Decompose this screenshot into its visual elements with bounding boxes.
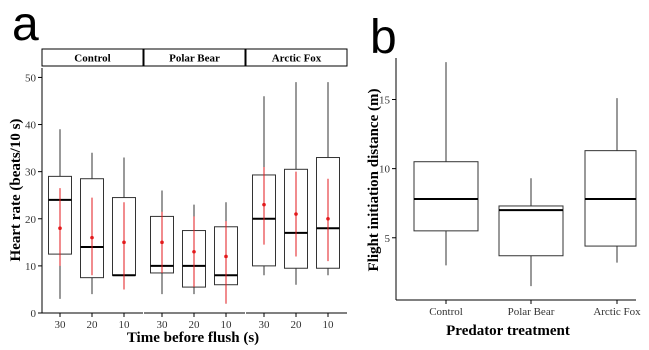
facet-label-arctic-fox: Arctic Fox — [272, 53, 322, 65]
box-arctic-fox — [584, 98, 637, 263]
panel-a-x-tick-label: 30 — [55, 319, 67, 331]
iqr-box — [498, 205, 564, 257]
iqr-box — [284, 168, 308, 269]
facet-strip-control — [41, 48, 144, 67]
panel-a-y-tick-label: 10 — [25, 261, 37, 273]
panel-b-y-tick-label: 10 — [379, 164, 391, 176]
iqr-box — [80, 178, 104, 279]
box-control-10 — [112, 157, 136, 290]
mean-point — [294, 212, 298, 216]
panel-b-plot: 5 10 15 Control Polar Bear Arctic Fox — [379, 58, 641, 318]
panel-a-plot: 0 10 20 30 40 50 Control 30 20 10 Polar Bear 30 20 10… — [25, 48, 348, 331]
panel-b-y-axis-title: Flight initiation distance (m) — [366, 89, 382, 272]
panel-a-x-tick-label: 20 — [291, 319, 303, 331]
box-arctic-fox-20 — [284, 82, 308, 285]
mean-point — [122, 240, 126, 245]
panel-a-y-tick-label: 30 — [25, 167, 37, 179]
panel-a-letter: a — [12, 0, 39, 51]
box-control-30 — [48, 129, 72, 299]
mean-point — [326, 216, 330, 221]
mean-point — [192, 249, 196, 254]
panel-b-x-tick-label: Control — [429, 306, 463, 318]
panel-a-y-tick-label: 0 — [31, 308, 37, 320]
mean-point — [160, 240, 164, 245]
panel-a-x-tick-label: 30 — [259, 319, 271, 331]
facet-label-polar-bear: Polar Bear — [169, 53, 220, 65]
panel-b-letter: b — [370, 11, 397, 64]
panel-a-x-tick-label: 30 — [157, 319, 169, 331]
box-arctic-fox-10 — [316, 82, 340, 276]
panel-a-x-tick-label: 20 — [189, 319, 201, 331]
panel-b-x-axis-title: Predator treatment — [446, 323, 570, 339]
iqr-box — [413, 161, 479, 232]
panel-a-y-tick-label: 50 — [25, 72, 37, 84]
mean-point — [224, 254, 228, 259]
panel-a-x-tick-label: 10 — [221, 319, 233, 331]
mean-point — [58, 226, 62, 230]
panel-b-y-tick-label: 15 — [379, 94, 391, 106]
iqr-box — [316, 157, 340, 269]
box-polar-bear-10 — [214, 202, 238, 304]
box-polar-bear-30 — [150, 190, 174, 295]
mean-point — [262, 202, 266, 207]
mean-point — [90, 235, 94, 240]
facet-strip-polar-bear — [143, 48, 246, 67]
facet-label-control: Control — [74, 53, 110, 65]
panel-a-y-tick-label: 40 — [25, 120, 37, 132]
panel-b-x-tick-label: Polar Bear — [508, 306, 555, 318]
box-control-20 — [80, 152, 104, 295]
box-polar-bear — [498, 178, 564, 287]
panel-a-x-axis-title: Time before flush (s) — [127, 330, 259, 346]
panel-a-y-tick-label: 20 — [25, 214, 37, 226]
box-control — [413, 62, 479, 266]
panel-a-x-tick-label: 10 — [323, 319, 335, 331]
panel-b-x-tick-label: Arctic Fox — [593, 306, 641, 318]
panel-b-y-tick-label: 5 — [385, 233, 391, 245]
panel-a-x-tick-label: 20 — [87, 319, 99, 331]
facet-strip-arctic-fox — [245, 48, 348, 67]
panel-a-y-axis-title: Heart rate (beats/10 s) — [8, 119, 24, 262]
box-polar-bear-20 — [182, 204, 206, 295]
panel-a-x-tick-label: 10 — [119, 319, 131, 331]
box-arctic-fox-30 — [252, 96, 276, 276]
